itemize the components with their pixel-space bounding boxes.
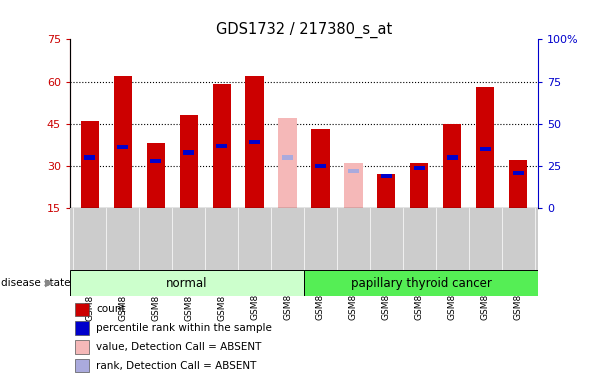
Bar (114, 76, 132, 208)
Bar (84, 155, 95, 160)
Bar (510, 160, 527, 208)
Bar (348, 169, 359, 173)
Bar (75, 303, 89, 316)
Bar (480, 147, 491, 151)
Bar (311, 129, 330, 208)
Bar (381, 174, 392, 178)
Bar (304, 270, 538, 296)
Bar (278, 118, 297, 208)
Bar (378, 174, 395, 208)
Bar (476, 87, 494, 208)
Bar (75, 359, 89, 372)
Title: GDS1732 / 217380_s_at: GDS1732 / 217380_s_at (216, 22, 392, 38)
Bar (183, 150, 195, 154)
Text: ▶: ▶ (45, 278, 54, 288)
Text: count: count (96, 304, 125, 314)
Text: normal: normal (166, 277, 208, 290)
Bar (315, 164, 326, 168)
Text: rank, Detection Call = ABSENT: rank, Detection Call = ABSENT (96, 361, 257, 370)
Bar (117, 145, 128, 150)
Bar (216, 144, 227, 148)
Text: value, Detection Call = ABSENT: value, Detection Call = ABSENT (96, 342, 261, 352)
Bar (81, 121, 98, 208)
Bar (150, 159, 161, 163)
Bar (75, 321, 89, 335)
Bar (413, 165, 425, 170)
Bar (70, 270, 304, 296)
Bar (447, 155, 458, 160)
Bar (249, 140, 260, 144)
Bar (213, 84, 230, 208)
Bar (513, 171, 524, 175)
Text: percentile rank within the sample: percentile rank within the sample (96, 323, 272, 333)
Bar (344, 163, 362, 208)
Bar (147, 144, 165, 208)
Text: papillary thyroid cancer: papillary thyroid cancer (351, 277, 491, 290)
Text: disease state: disease state (1, 278, 71, 288)
Bar (75, 340, 89, 354)
Bar (282, 155, 293, 160)
Bar (443, 124, 461, 208)
Bar (179, 116, 198, 208)
Bar (410, 163, 429, 208)
Bar (246, 76, 264, 208)
